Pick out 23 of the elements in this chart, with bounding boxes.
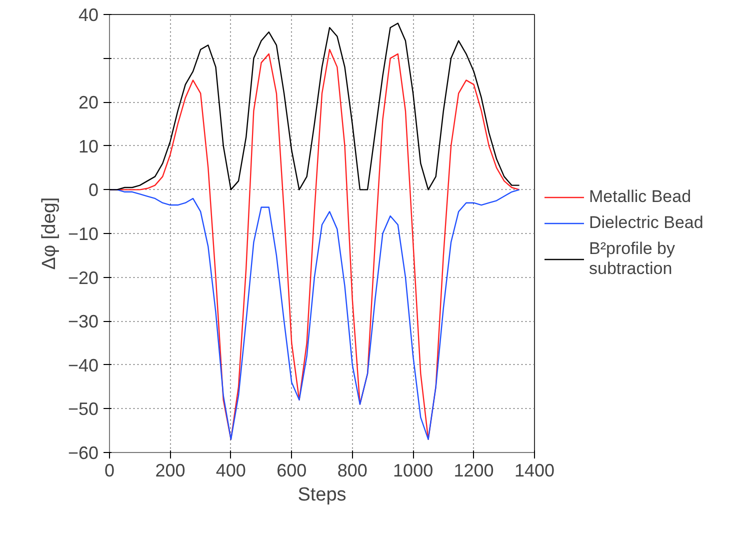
- y-tick-label: −60: [68, 443, 99, 463]
- y-tick-label: 40: [78, 5, 99, 25]
- x-tick-label: 0: [104, 460, 115, 480]
- y-tick-label: −50: [68, 399, 99, 420]
- x-tick-label: 400: [216, 460, 246, 480]
- y-tick-label: −40: [68, 355, 99, 376]
- x-tick-label: 1200: [454, 460, 494, 480]
- x-tick-label: 1000: [393, 460, 434, 480]
- x-axis-title: Steps: [298, 484, 346, 506]
- x-tick-label: 600: [276, 460, 307, 480]
- x-tick-label: 200: [155, 460, 186, 480]
- x-tick-label: 1400: [514, 460, 555, 480]
- y-tick-label: −20: [68, 268, 99, 288]
- y-tick-label: 20: [78, 92, 99, 113]
- y-tick-label: −10: [68, 224, 99, 244]
- y-tick-label: 10: [78, 136, 99, 156]
- legend-label: Metallic Bead: [589, 187, 692, 207]
- y-tick-label: 0: [88, 180, 99, 200]
- y-axis-title: Δφ [deg]: [38, 197, 60, 270]
- y-tick-label: −30: [68, 312, 99, 332]
- legend-label: B²profile by subtraction: [589, 239, 675, 279]
- x-tick-label: 800: [337, 460, 368, 480]
- legend-label: Dielectric Bead: [589, 213, 704, 233]
